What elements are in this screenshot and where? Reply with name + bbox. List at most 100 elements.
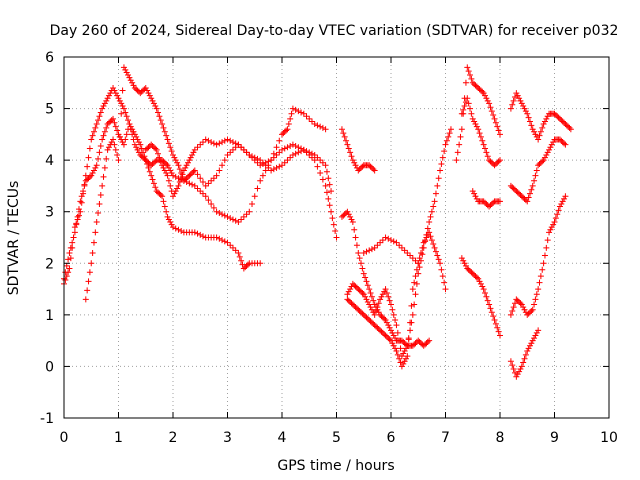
data-point	[84, 287, 91, 294]
data-point	[138, 145, 145, 152]
data-point	[556, 203, 563, 210]
data-point	[292, 142, 299, 149]
data-point	[317, 157, 324, 164]
data-point	[516, 190, 523, 197]
data-point	[314, 154, 321, 161]
data-point	[159, 193, 166, 200]
data-point	[419, 251, 426, 258]
data-point	[514, 371, 521, 378]
data-point	[362, 293, 369, 300]
data-point	[239, 261, 246, 268]
data-point	[142, 157, 149, 164]
data-point	[306, 149, 313, 156]
data-point	[555, 114, 562, 121]
data-point	[482, 199, 489, 206]
data-point	[279, 162, 285, 169]
data-point	[516, 368, 523, 375]
data-point	[407, 327, 414, 334]
data-point	[146, 168, 153, 175]
data-point	[156, 113, 163, 120]
y-tick-label: -1	[40, 411, 54, 427]
data-point	[107, 118, 114, 125]
data-point	[453, 157, 460, 164]
data-point	[511, 300, 518, 307]
data-point	[300, 110, 307, 117]
data-point	[409, 255, 416, 262]
data-point	[477, 133, 484, 140]
data-point	[319, 176, 326, 183]
data-point	[522, 197, 529, 204]
data-point	[412, 340, 419, 347]
data-point	[123, 131, 130, 138]
data-point	[490, 112, 497, 119]
x-tick-label: 10	[600, 430, 618, 446]
data-point	[432, 248, 439, 255]
data-point	[116, 97, 123, 104]
x-tick-label: 8	[496, 430, 505, 446]
data-point	[352, 283, 359, 290]
data-point	[521, 105, 528, 112]
data-point	[284, 157, 291, 164]
data-point	[417, 340, 424, 347]
data-point	[532, 172, 539, 179]
data-point	[344, 296, 351, 303]
data-point	[424, 231, 431, 238]
axis-ticks: 0 1 2 3 4 5 6 7 8 9 10 -1 0 1 2 3 4 5 6	[40, 50, 618, 446]
data-point	[265, 158, 272, 165]
data-point	[208, 200, 215, 207]
data-point	[221, 137, 228, 144]
data-point	[205, 197, 212, 204]
data-point	[205, 137, 212, 144]
data-point	[328, 208, 335, 215]
data-point	[340, 130, 347, 137]
data-point	[254, 185, 261, 192]
data-point	[224, 136, 231, 143]
data-point	[539, 266, 546, 273]
data-point	[371, 301, 378, 308]
data-point	[119, 102, 126, 109]
data-point	[432, 190, 439, 197]
data-point	[409, 342, 416, 349]
data-point	[111, 141, 118, 148]
data-point	[551, 110, 558, 117]
data-point	[547, 144, 554, 151]
data-point	[219, 237, 226, 244]
data-point	[507, 358, 514, 365]
data-point	[279, 146, 285, 153]
data-point	[487, 305, 494, 312]
data-point	[416, 264, 423, 271]
data-point	[517, 366, 524, 373]
data-point	[90, 128, 97, 135]
data-point	[289, 105, 296, 112]
data-point	[227, 149, 234, 156]
data-point	[276, 137, 283, 144]
data-point	[541, 154, 548, 161]
data-point	[552, 112, 559, 119]
data-point	[273, 164, 280, 171]
data-point	[559, 118, 566, 125]
data-point	[471, 81, 478, 88]
data-point	[533, 329, 540, 336]
data-point	[270, 166, 277, 173]
data-point	[407, 252, 414, 259]
data-point	[243, 211, 250, 218]
data-point	[424, 225, 431, 232]
data-point	[126, 74, 133, 81]
data-point	[375, 300, 382, 307]
data-point	[120, 105, 127, 112]
data-point	[111, 87, 118, 94]
data-point	[349, 157, 356, 164]
data-point	[134, 136, 141, 143]
data-point	[528, 186, 535, 193]
data-point	[513, 296, 520, 303]
data-point	[358, 288, 365, 295]
data-point	[531, 301, 538, 308]
data-point	[281, 145, 288, 152]
data-point	[71, 224, 78, 231]
data-point	[178, 228, 185, 235]
data-point	[257, 157, 264, 164]
data-point	[144, 158, 151, 165]
data-point	[482, 145, 489, 152]
data-point	[360, 249, 367, 256]
